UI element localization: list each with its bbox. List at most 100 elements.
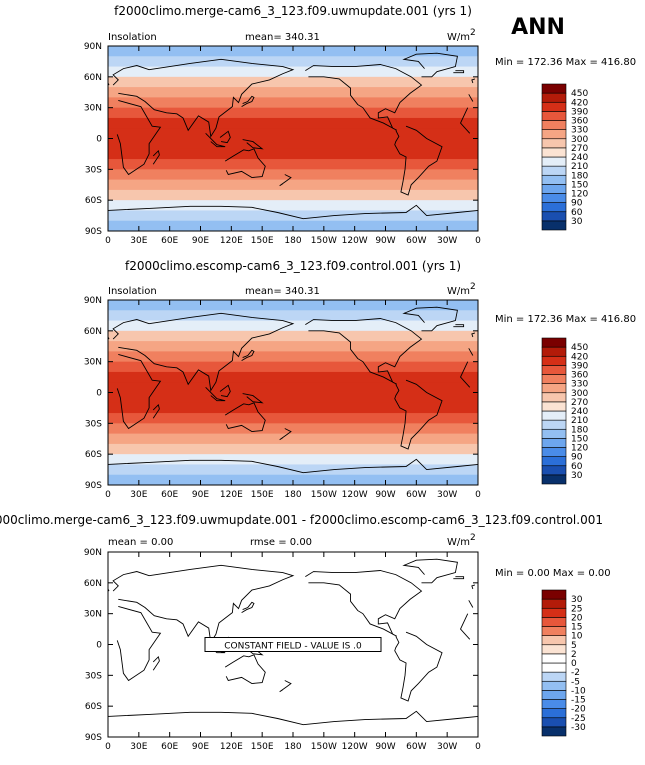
lon-label: 0: [105, 236, 111, 246]
zonal-band: [108, 423, 478, 435]
coastline: [152, 403, 160, 419]
coastline: [471, 78, 476, 84]
lat-label: 90S: [85, 481, 102, 491]
colorbar-label: 240: [571, 153, 588, 163]
colorbar-swatch: [541, 401, 567, 412]
colorbar-swatch: [541, 626, 567, 636]
colorbar-swatch: [541, 202, 567, 213]
colorbar-swatch: [541, 337, 567, 348]
lon-label: 30E: [130, 236, 147, 246]
minmax-label: Min = 172.36 Max = 416.80: [495, 314, 636, 325]
zonal-band: [108, 371, 478, 383]
lat-label: 30S: [85, 419, 102, 429]
lat-label: 30S: [85, 165, 102, 175]
coastline: [107, 204, 479, 220]
coastline: [241, 95, 255, 108]
zonal-band: [108, 189, 478, 201]
colorbar-swatch: [541, 165, 567, 176]
colorbar-label: 330: [571, 380, 588, 390]
coastline: [112, 312, 295, 392]
colorbar-label: 240: [571, 407, 588, 417]
coastline: [279, 428, 292, 441]
lon-label: 180: [284, 742, 301, 752]
lon-label: 30W: [437, 236, 457, 246]
lon-label: 120W: [342, 490, 368, 500]
coastline: [402, 306, 458, 332]
coastline: [242, 139, 264, 150]
lon-label: 60E: [161, 742, 178, 752]
lat-label: 60N: [84, 579, 102, 589]
lon-label: 60E: [161, 490, 178, 500]
colorbar-label: 270: [571, 144, 588, 154]
units-exponent: 2: [470, 533, 476, 543]
coastline: [394, 125, 443, 196]
colorbar-label: 25: [571, 604, 582, 614]
mean-label: mean= 340.31: [245, 286, 320, 297]
panel-difference: f2000climo.merge-cam6_3_123.f09.uwmupdat…: [0, 513, 611, 752]
units-label: W/m2: [447, 282, 476, 297]
coastline: [468, 348, 474, 356]
colorbar-swatch: [541, 174, 567, 185]
lat-label: 0: [96, 641, 102, 651]
coastline: [205, 133, 226, 148]
season-label: ANN: [511, 15, 565, 40]
lon-label: 120W: [342, 742, 368, 752]
panel-title: f2000climo.escomp-cam6_3_123.f09.control…: [125, 259, 461, 273]
zonal-band: [108, 330, 478, 342]
colorbar-label: -15: [571, 696, 586, 706]
lat-label: 30N: [84, 610, 102, 620]
lat-label: 30N: [84, 104, 102, 114]
lon-label: 60W: [406, 742, 426, 752]
colorbar-swatch: [541, 726, 567, 737]
colorbar-swatch: [541, 101, 567, 112]
coastline: [468, 94, 474, 102]
minmax-label: Min = 0.00 Max = 0.00: [495, 568, 611, 579]
coastline: [112, 58, 295, 138]
zonal-band: [108, 148, 478, 160]
colorbar-swatch: [541, 184, 567, 194]
colorbar-swatch: [541, 598, 567, 609]
colorbar-label: 450: [571, 89, 588, 99]
lat-label: 0: [96, 389, 102, 399]
colorbar-label: 360: [571, 117, 588, 127]
lon-label: 120E: [220, 742, 243, 752]
zonal-band: [108, 107, 478, 119]
colorbar-swatch: [541, 346, 567, 357]
colorbar-swatch: [541, 699, 567, 709]
colorbar-label: 210: [571, 162, 588, 172]
coastline: [305, 570, 423, 637]
colorbar-swatch: [541, 607, 567, 618]
units-label: W/m2: [447, 533, 476, 548]
colorbar: 3060901201501802102402703003303603904204…: [541, 337, 588, 485]
coastline: [459, 613, 471, 640]
zonal-band: [108, 361, 478, 373]
zonal-band: [108, 443, 478, 455]
colorbar-swatch: [541, 138, 567, 149]
coastline: [224, 402, 266, 433]
colorbar-swatch: [541, 111, 567, 121]
lon-label: 0: [475, 490, 481, 500]
colorbar-swatch: [541, 690, 567, 700]
zonal-band: [108, 402, 478, 414]
lat-label: 60S: [85, 450, 102, 460]
colorbar-swatch: [541, 617, 567, 627]
lon-label: 120E: [220, 236, 243, 246]
colorbar-label: -2: [571, 668, 580, 678]
lon-label: 0: [475, 742, 481, 752]
lon-label: 90W: [375, 236, 395, 246]
coastline: [402, 558, 458, 584]
lon-label: 60W: [406, 236, 426, 246]
colorbar-swatch: [541, 193, 567, 203]
lon-label: 150E: [251, 742, 274, 752]
colorbar-label: 30: [571, 471, 583, 481]
colorbar-label: 20: [571, 613, 583, 623]
colorbar-label: 450: [571, 343, 588, 353]
colorbar-swatch: [541, 392, 567, 403]
lat-label: 30S: [85, 671, 102, 681]
zonal-band: [108, 66, 478, 78]
lat-label: 90N: [84, 296, 102, 306]
